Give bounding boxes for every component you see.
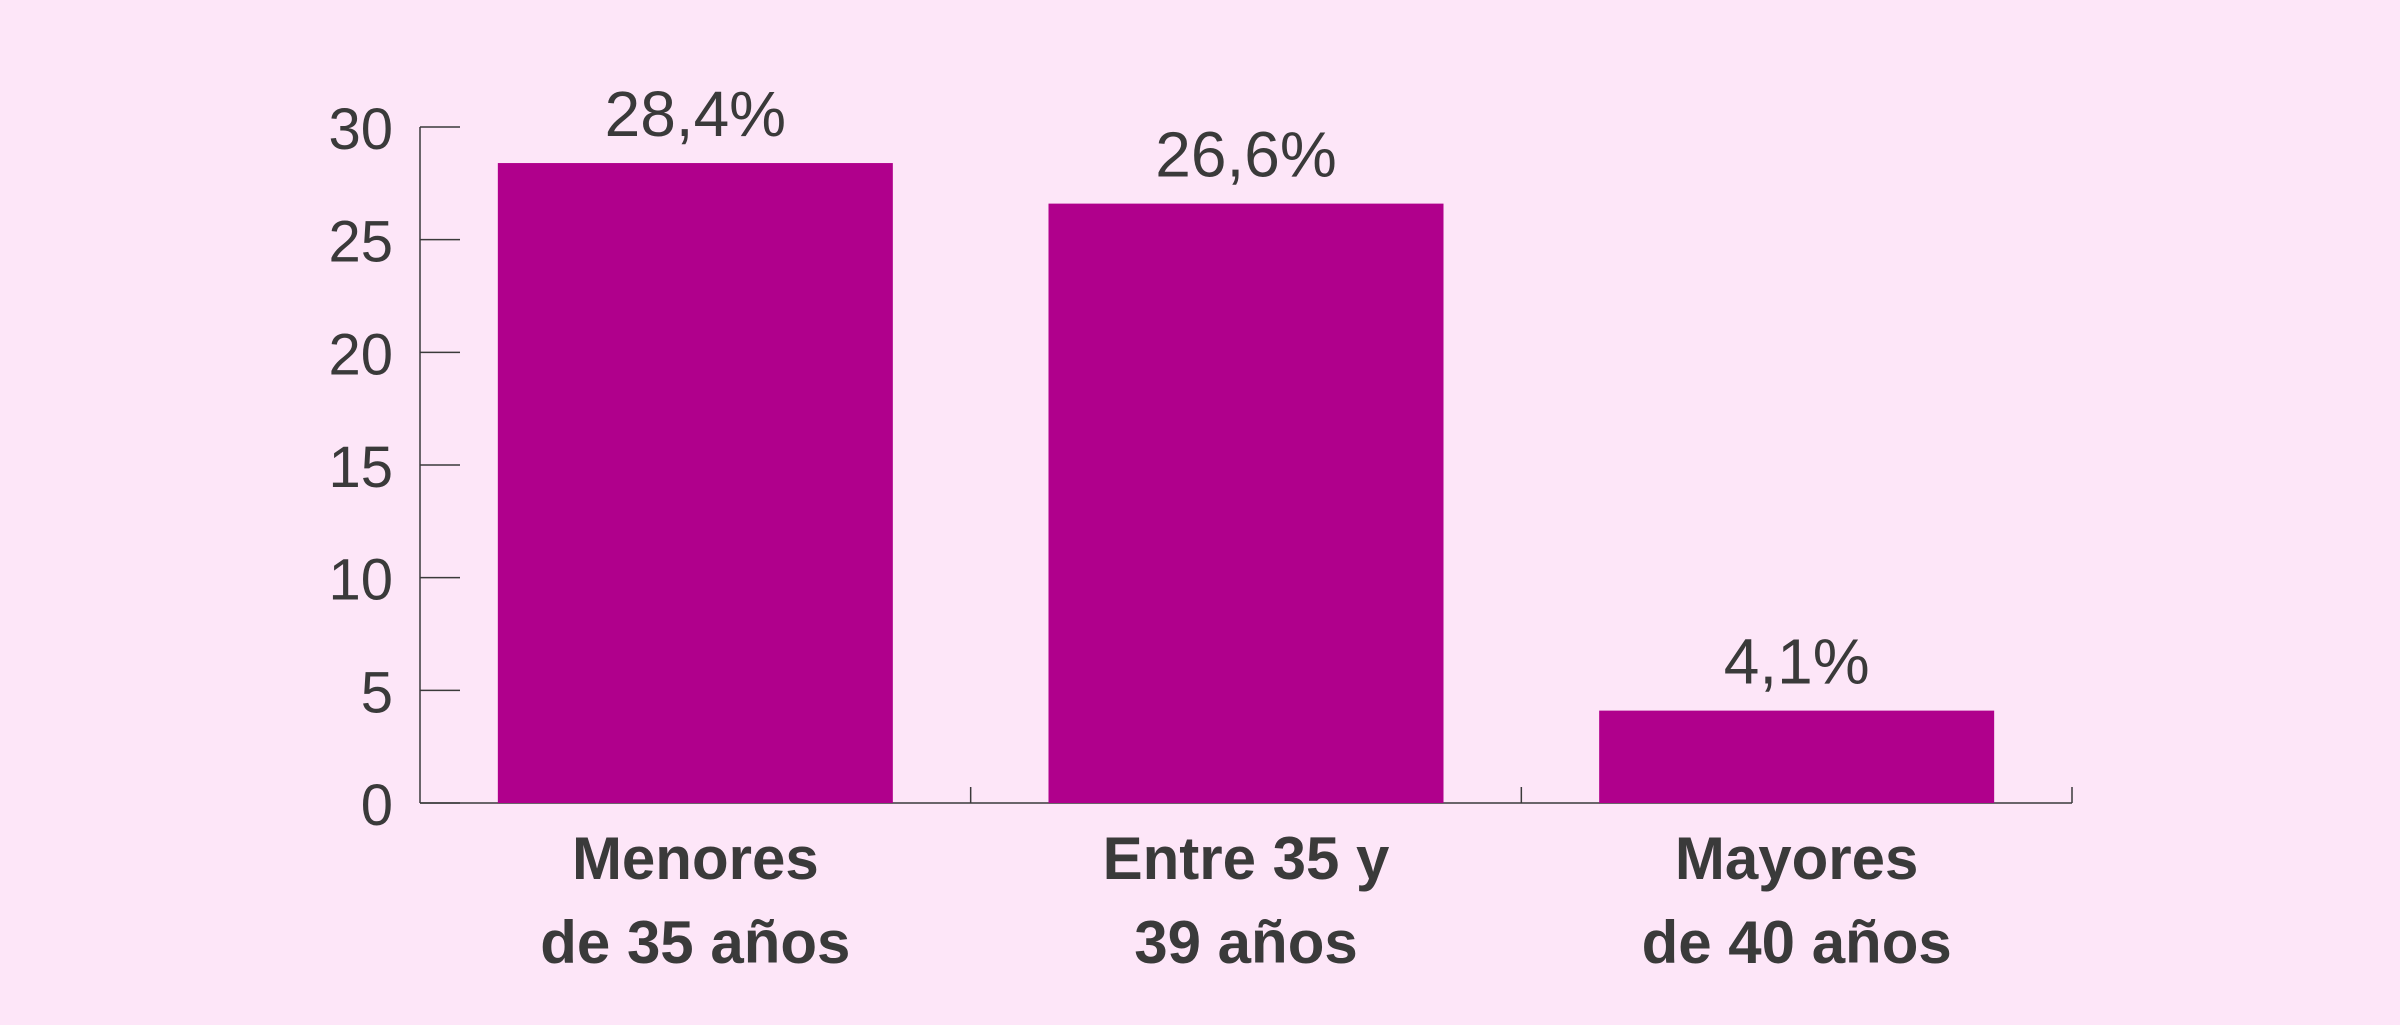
x-tick-label: Mayores (1675, 825, 1918, 892)
y-tick-label: 0 (361, 773, 393, 838)
y-tick-labels: 0 5 10 15 20 25 30 (328, 97, 393, 838)
bar-value-label: 26,6% (1155, 119, 1336, 191)
bar (1599, 710, 1995, 803)
y-tick-label: 30 (328, 97, 393, 162)
bar (497, 163, 893, 803)
x-tick-label: de 35 años (540, 909, 850, 976)
x-tick-labels: Menores de 35 años Entre 35 y 39 años Mayore… (540, 825, 1951, 976)
y-tick-label: 5 (361, 660, 393, 725)
bar-value-label: 28,4% (605, 78, 786, 150)
x-tick-label: Menores (572, 825, 819, 892)
bar-value-label: 4,1% (1724, 626, 1870, 698)
y-tick-label: 20 (328, 322, 393, 387)
x-tick-label: 39 años (1134, 909, 1357, 976)
data-labels: 28,4% 26,6% 4,1% (605, 78, 1870, 698)
bar (1048, 203, 1444, 803)
y-tick-label: 25 (328, 210, 393, 275)
x-tick-label: Entre 35 y (1103, 825, 1390, 892)
x-tick-label: de 40 años (1642, 909, 1952, 976)
bars (497, 163, 1995, 803)
y-tick-label: 10 (328, 548, 393, 613)
y-tick-label: 15 (328, 435, 393, 500)
